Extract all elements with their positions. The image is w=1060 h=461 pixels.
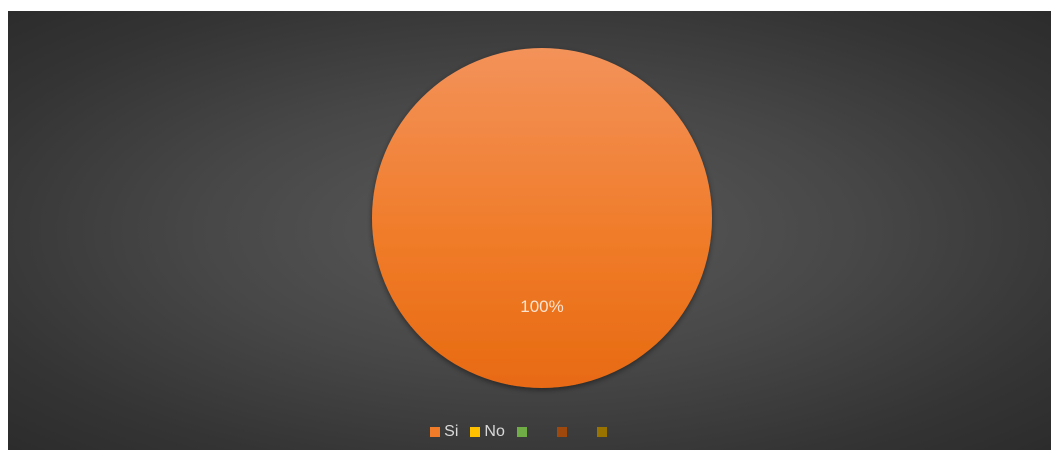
pie-slice-0 [372,48,712,388]
legend-swatch-3 [556,427,567,437]
legend-item-0: Si [430,423,462,441]
legend-swatch-1 [470,427,481,437]
legend-item-3 [556,427,589,437]
pie-slices [372,48,712,388]
legend-label-0: Si [444,423,459,440]
legend: Si No [8,418,1051,446]
pie-data-labels: 100% [520,297,563,316]
chart-area: 100% Si No [8,11,1051,450]
legend-swatch-4 [596,427,607,437]
legend-item-2 [516,427,549,437]
legend-item-1: No [470,423,508,441]
pie-data-label-0: 100% [520,297,563,316]
legend-label-1: No [484,423,505,440]
legend-item-4 [596,427,629,437]
legend-swatch-2 [516,427,527,437]
legend-swatch-0 [430,427,441,437]
pie-chart: 100% [372,48,712,388]
